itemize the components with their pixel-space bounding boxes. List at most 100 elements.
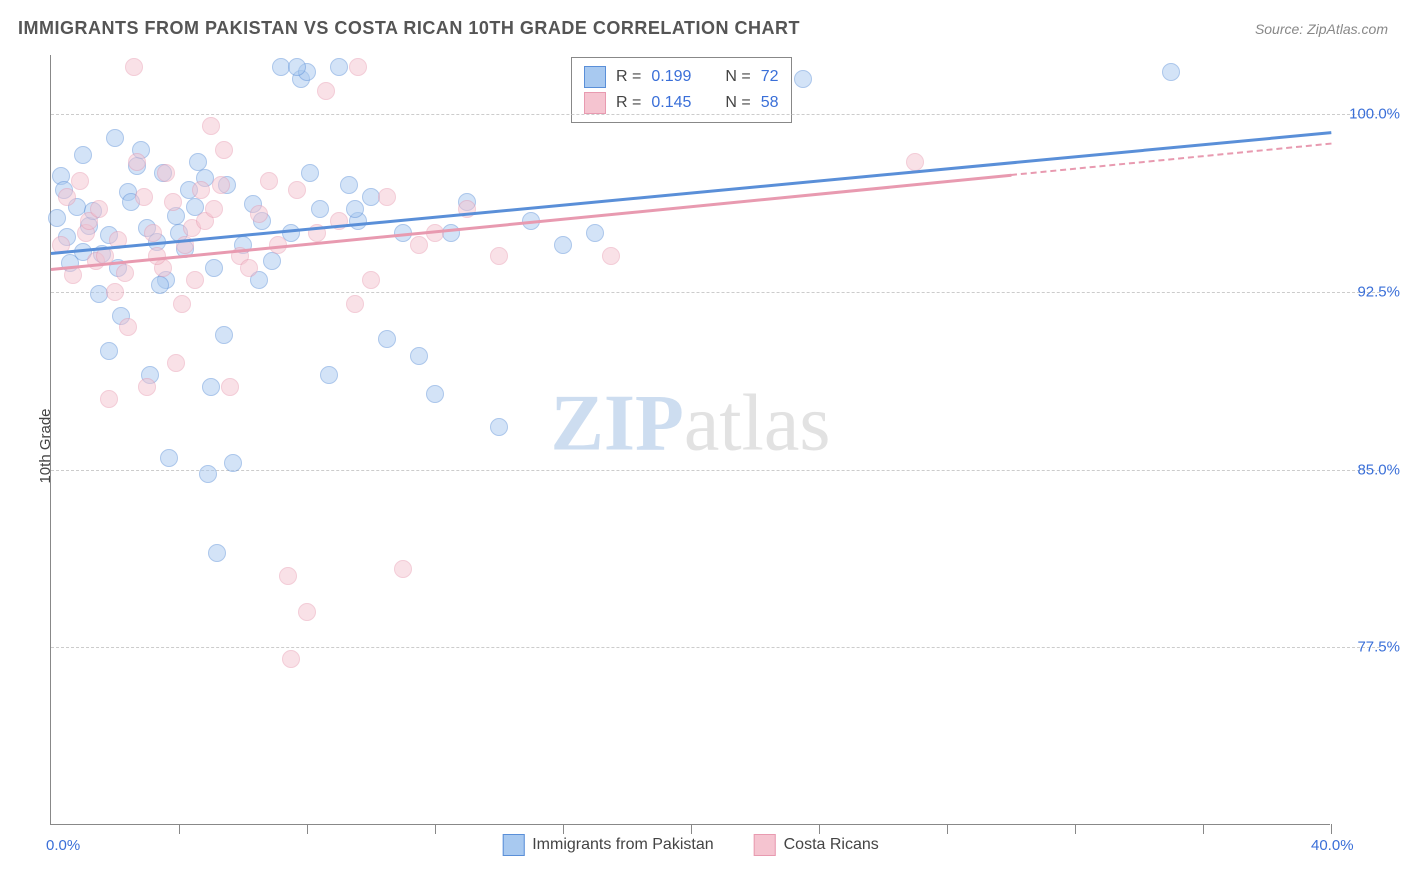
scatter-point	[186, 271, 204, 289]
scatter-point	[340, 176, 358, 194]
correlation-legend: R = 0.199 N = 72 R = 0.145 N = 58	[571, 57, 792, 123]
x-tick	[1075, 824, 1076, 834]
n-value: 58	[761, 90, 779, 116]
scatter-point	[138, 378, 156, 396]
scatter-point	[205, 200, 223, 218]
scatter-point	[125, 58, 143, 76]
scatter-point	[317, 82, 335, 100]
scatter-point	[346, 295, 364, 313]
scatter-point	[205, 259, 223, 277]
scatter-point	[74, 146, 92, 164]
scatter-point	[160, 449, 178, 467]
scatter-point	[311, 200, 329, 218]
scatter-point	[151, 276, 169, 294]
scatter-point	[144, 224, 162, 242]
scatter-point	[212, 176, 230, 194]
scatter-point	[490, 418, 508, 436]
scatter-point	[301, 164, 319, 182]
scatter-point	[906, 153, 924, 171]
x-tick	[1331, 824, 1332, 834]
scatter-point	[215, 326, 233, 344]
scatter-point	[263, 252, 281, 270]
r-label: R =	[616, 90, 641, 116]
trend-line	[51, 131, 1331, 255]
scatter-point	[320, 366, 338, 384]
x-tick	[1203, 824, 1204, 834]
gridline	[51, 114, 1380, 115]
y-tick-label: 77.5%	[1357, 639, 1400, 656]
y-tick-label: 92.5%	[1357, 283, 1400, 300]
legend-label: Costa Ricans	[784, 836, 879, 854]
scatter-point	[202, 378, 220, 396]
legend-swatch	[754, 834, 776, 856]
scatter-point	[106, 283, 124, 301]
r-label: R =	[616, 64, 641, 90]
n-label: N =	[725, 64, 750, 90]
scatter-point	[199, 465, 217, 483]
scatter-point	[794, 70, 812, 88]
scatter-point	[362, 271, 380, 289]
gridline	[51, 470, 1380, 471]
scatter-point	[192, 181, 210, 199]
scatter-point	[224, 454, 242, 472]
legend-row: R = 0.199 N = 72	[584, 64, 779, 90]
scatter-point	[215, 141, 233, 159]
scatter-point	[208, 544, 226, 562]
scatter-point	[554, 236, 572, 254]
scatter-point	[410, 236, 428, 254]
legend-swatch	[584, 66, 606, 88]
scatter-point	[128, 153, 146, 171]
x-tick	[819, 824, 820, 834]
scatter-point	[100, 390, 118, 408]
scatter-point	[282, 650, 300, 668]
scatter-point	[164, 193, 182, 211]
scatter-point	[100, 342, 118, 360]
x-tick	[691, 824, 692, 834]
scatter-point	[349, 58, 367, 76]
scatter-point	[173, 295, 191, 313]
source-label: Source: ZipAtlas.com	[1255, 21, 1388, 37]
scatter-point	[330, 58, 348, 76]
legend-swatch	[502, 834, 524, 856]
scatter-point	[1162, 63, 1180, 81]
chart-title: IMMIGRANTS FROM PAKISTAN VS COSTA RICAN …	[18, 18, 800, 39]
legend-label: Immigrants from Pakistan	[532, 836, 713, 854]
x-tick-label: 0.0%	[46, 837, 80, 854]
watermark-zip: ZIP	[551, 380, 684, 468]
scatter-point	[426, 385, 444, 403]
scatter-point	[116, 264, 134, 282]
scatter-point	[394, 560, 412, 578]
x-tick	[947, 824, 948, 834]
n-value: 72	[761, 64, 779, 90]
scatter-point	[240, 259, 258, 277]
scatter-point	[442, 224, 460, 242]
scatter-point	[288, 58, 306, 76]
scatter-point	[250, 205, 268, 223]
scatter-point	[157, 164, 175, 182]
scatter-point	[48, 209, 66, 227]
x-tick-label: 40.0%	[1311, 837, 1354, 854]
scatter-point	[279, 567, 297, 585]
scatter-point	[106, 129, 124, 147]
x-tick	[179, 824, 180, 834]
scatter-point	[602, 247, 620, 265]
scatter-point	[90, 200, 108, 218]
x-tick	[563, 824, 564, 834]
plot-area: ZIPatlas R =0.199N =72R =0.145N =58 Immi…	[50, 55, 1330, 825]
scatter-point	[378, 188, 396, 206]
scatter-point	[260, 172, 278, 190]
legend-item: Costa Ricans	[754, 834, 879, 856]
gridline	[51, 647, 1380, 648]
n-label: N =	[725, 90, 750, 116]
r-value: 0.145	[651, 90, 691, 116]
scatter-point	[221, 378, 239, 396]
scatter-point	[346, 200, 364, 218]
legend-item: Immigrants from Pakistan	[502, 834, 713, 856]
gridline	[51, 292, 1380, 293]
watermark: ZIPatlas	[551, 379, 831, 470]
x-tick	[435, 824, 436, 834]
y-tick-label: 85.0%	[1357, 461, 1400, 478]
scatter-point	[119, 318, 137, 336]
r-value: 0.199	[651, 64, 691, 90]
scatter-point	[167, 354, 185, 372]
